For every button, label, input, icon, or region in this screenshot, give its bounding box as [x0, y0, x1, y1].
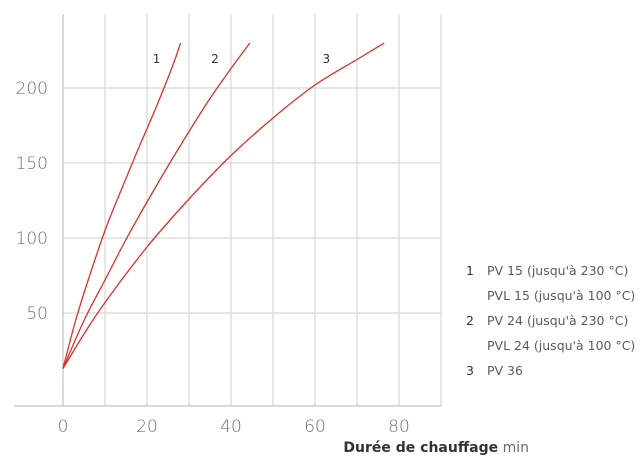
x-axis-label-unit: min	[502, 440, 529, 456]
legend-text-3: PV 36	[487, 363, 523, 378]
legend-number-3: 3	[466, 363, 474, 378]
y-tick-label: 150	[16, 154, 48, 174]
legend-number-1: 1	[466, 263, 474, 278]
x-tick-label: 60	[304, 417, 326, 437]
series-label-1: 1	[153, 52, 161, 66]
y-tick-label: 50	[26, 304, 48, 324]
legend-number-2: 2	[466, 313, 474, 328]
legend-item-2: 2 PV 24 (jusqu'à 230 °C)	[466, 308, 635, 333]
series-line-1	[62, 42, 182, 369]
legend-subitem-2: PVL 24 (jusqu'à 100 °C)	[487, 338, 636, 353]
y-tick-label: 100	[16, 229, 48, 249]
legend-subitem-1: PVL 15 (jusqu'à 100 °C)	[487, 288, 636, 303]
legend: 1 PV 15 (jusqu'à 230 °C) PVL 15 (jusqu'à …	[466, 258, 635, 383]
series-line-2	[62, 42, 251, 369]
x-tick-label: 20	[136, 417, 158, 437]
series-line-3	[62, 42, 385, 369]
legend-item-3: 3 PV 36	[466, 358, 635, 383]
x-tick-label: 0	[58, 417, 69, 437]
x-tick-label: 80	[388, 417, 410, 437]
x-axis-label-title: Durée de chauffage	[343, 440, 499, 456]
x-tick-label: 40	[220, 417, 242, 437]
legend-text-1: PV 15 (jusqu'à 230 °C)	[487, 263, 629, 278]
x-axis-label: Durée de chauffage min	[0, 440, 640, 456]
legend-text-2: PV 24 (jusqu'à 230 °C)	[487, 313, 629, 328]
series-label-2: 2	[211, 52, 219, 66]
y-tick-label: 200	[16, 79, 48, 99]
legend-item-1: 1 PV 15 (jusqu'à 230 °C)	[466, 258, 635, 283]
series-label-3: 3	[322, 52, 330, 66]
